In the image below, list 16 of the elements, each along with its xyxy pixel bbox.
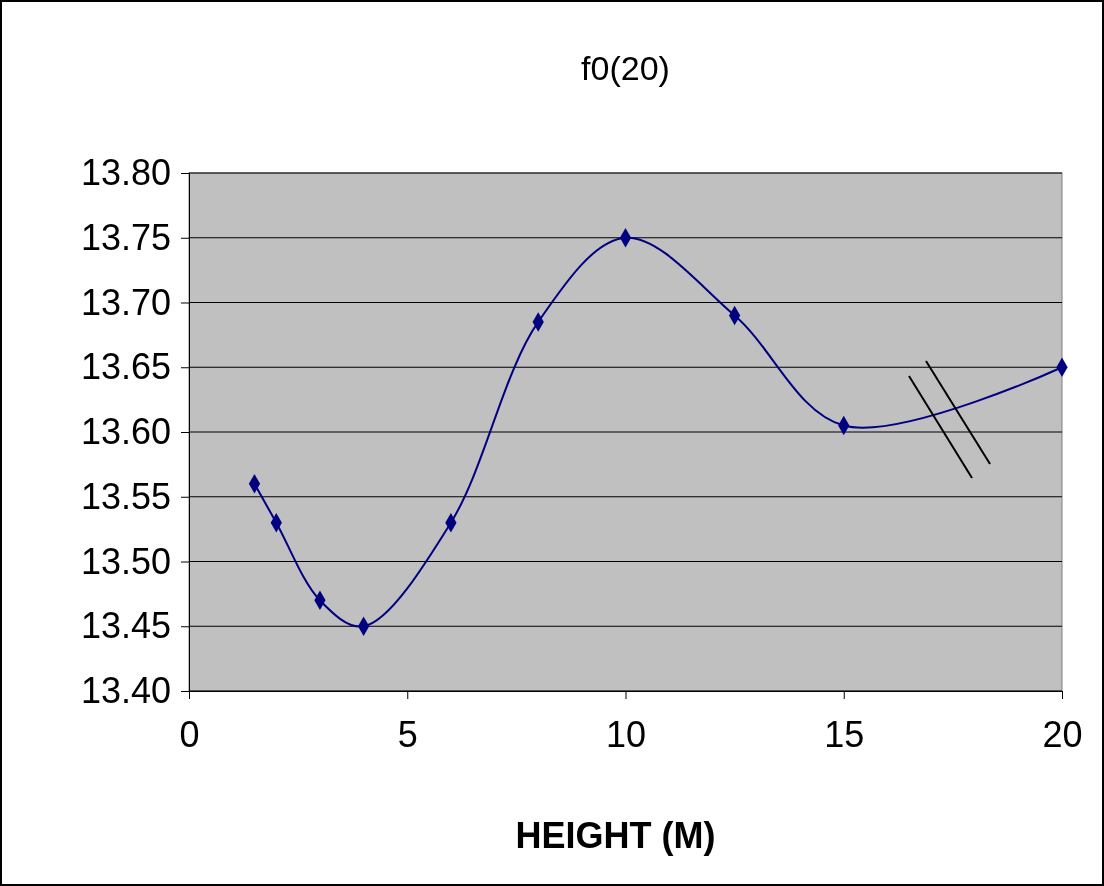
x-tick-label: 15 — [824, 713, 865, 755]
y-tick-label: 13.60 — [80, 411, 171, 453]
x-tick-label: 0 — [179, 713, 200, 755]
y-tick-label: 13.50 — [80, 540, 171, 582]
x-axis-title: HEIGHT (M) — [515, 815, 716, 856]
y-tick-label: 13.75 — [80, 216, 171, 258]
y-tick-label: 13.55 — [80, 475, 171, 517]
x-tick-label: 10 — [605, 713, 647, 755]
chart-title: f0(20) — [581, 49, 670, 87]
y-tick-label: 13.80 — [80, 152, 171, 194]
y-tick-label: 13.65 — [80, 346, 171, 388]
y-tick-label: 13.45 — [80, 605, 171, 647]
x-tick-label: 5 — [397, 713, 418, 755]
y-tick-label: 13.40 — [80, 670, 171, 712]
x-tick-label: 20 — [1042, 713, 1083, 755]
y-tick-label: 13.70 — [80, 281, 171, 323]
